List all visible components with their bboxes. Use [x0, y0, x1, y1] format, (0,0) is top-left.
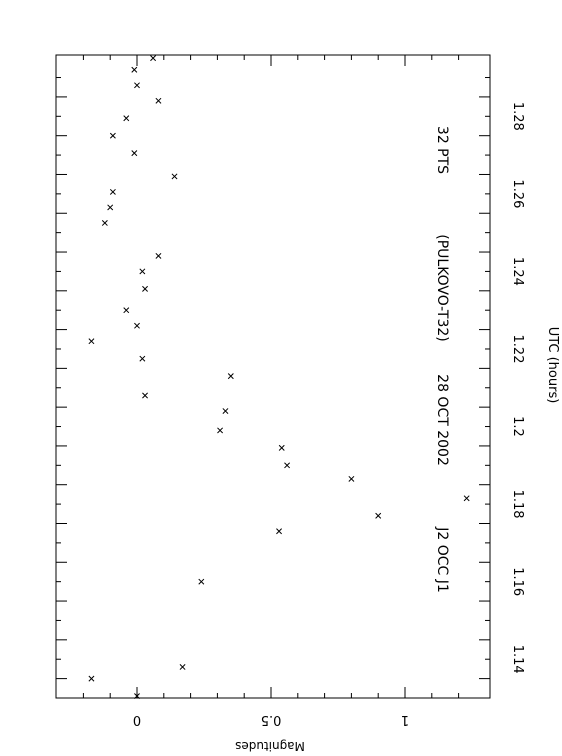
header-label-observatory: (PULKOVO-T32)	[434, 234, 450, 341]
x-tick-label: 1.26	[510, 179, 525, 208]
data-point	[107, 204, 114, 211]
data-point	[139, 268, 146, 275]
data-point	[155, 97, 162, 104]
data-point	[155, 252, 162, 259]
data-point	[198, 578, 205, 585]
data-point	[139, 355, 146, 362]
chart-header: J2 OCC J1 28 OCT 2002 (PULKOVO-T32) 32 P…	[434, 126, 450, 593]
x-tick-label: 1.28	[510, 102, 525, 131]
data-point	[217, 427, 224, 434]
data-point	[284, 462, 291, 469]
data-point	[375, 512, 382, 519]
x-tick-label: 1.24	[510, 257, 525, 286]
plot-frame	[55, 54, 491, 699]
data-point	[171, 173, 178, 180]
data-point	[134, 693, 140, 700]
data-points	[88, 55, 470, 700]
x-tick-label: 1.18	[510, 490, 525, 519]
data-point	[88, 675, 95, 682]
data-point	[109, 132, 116, 139]
header-label-event: J2 OCC J1	[434, 526, 450, 593]
data-point	[134, 82, 140, 89]
data-point	[179, 664, 186, 670]
data-point	[123, 115, 130, 122]
data-point	[123, 307, 130, 314]
data-point	[276, 528, 282, 535]
x-tick-label: 1.22	[510, 335, 525, 364]
data-point	[131, 66, 138, 73]
x-tick-label: 1.14	[510, 645, 525, 674]
data-point	[150, 55, 157, 62]
data-point	[131, 150, 138, 157]
y-tick-label: 1	[401, 712, 409, 727]
y-tick-label: 0	[133, 712, 141, 727]
x-tick-label: 1.2	[510, 416, 525, 437]
data-point	[88, 338, 95, 345]
data-point	[222, 408, 229, 414]
header-label-date: 28 OCT 2002	[434, 374, 450, 466]
data-point	[109, 188, 116, 195]
x-axis-ticks: 1.14 1.16 1.18 1.2 1.22 1.24 1.26 1.28	[56, 77, 525, 699]
data-point	[142, 285, 148, 292]
y-tick-label: 0.5	[261, 712, 282, 727]
data-point	[227, 373, 234, 380]
data-point	[142, 392, 148, 399]
y-axis-ticks: 0 0.5 1	[82, 55, 460, 727]
data-point	[134, 322, 140, 329]
x-tick-label: 1.16	[510, 567, 525, 596]
data-point	[348, 475, 355, 482]
x-axis-label: UTC (hours)	[545, 327, 560, 404]
y-axis-label: Magnitudes	[235, 739, 305, 753]
data-point	[101, 219, 108, 226]
data-point	[278, 444, 285, 451]
header-label-point-count: 32 PTS	[434, 126, 450, 174]
data-point	[463, 495, 470, 502]
